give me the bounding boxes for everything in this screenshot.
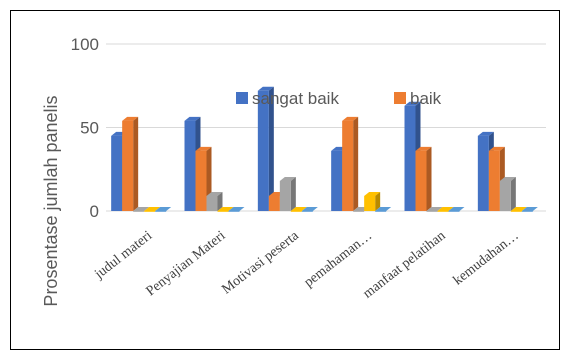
bar — [217, 207, 234, 212]
legend-swatch — [236, 92, 248, 104]
bar — [279, 176, 296, 211]
y-tick-label: 0 — [90, 202, 99, 221]
chart-frame: 0 50 100 Prosentase jumlah panelis judul m… — [10, 10, 560, 350]
x-tick-label: Motivasi peserta — [219, 228, 302, 298]
x-tick-label: kemudahan… — [451, 228, 522, 288]
bar — [257, 86, 274, 211]
bar — [499, 176, 516, 211]
bar — [437, 207, 454, 212]
y-tick-label: 50 — [80, 119, 99, 138]
y-tick-label: 100 — [71, 35, 99, 54]
gridlines — [106, 43, 546, 212]
bar — [206, 191, 223, 211]
x-tick-label: Penyajian Materi — [144, 228, 229, 299]
legend-swatch — [394, 92, 406, 104]
bar — [144, 207, 161, 212]
legend-label: baik — [410, 89, 442, 108]
bar — [448, 207, 465, 212]
bar — [133, 207, 150, 212]
y-axis-label: Prosentase jumlah panelis — [41, 95, 61, 306]
legend: sangat baik baik — [236, 89, 442, 108]
bar — [510, 207, 527, 212]
bar — [290, 207, 307, 212]
bars — [111, 86, 538, 212]
bar — [415, 146, 432, 211]
bar — [342, 116, 359, 211]
bar — [426, 207, 443, 212]
bar — [521, 207, 538, 212]
bar — [375, 207, 392, 212]
x-tick-label: pemahaman… — [302, 228, 376, 290]
bar-chart: 0 50 100 Prosentase jumlah panelis judul m… — [41, 35, 546, 307]
y-tick-labels: 0 50 100 — [71, 35, 99, 221]
bar — [155, 207, 172, 212]
x-tick-label: judul materi — [91, 228, 155, 282]
bar — [301, 207, 318, 212]
bar — [364, 191, 381, 211]
legend-label: sangat baik — [252, 89, 339, 108]
bar — [122, 116, 139, 211]
bar — [228, 207, 245, 212]
